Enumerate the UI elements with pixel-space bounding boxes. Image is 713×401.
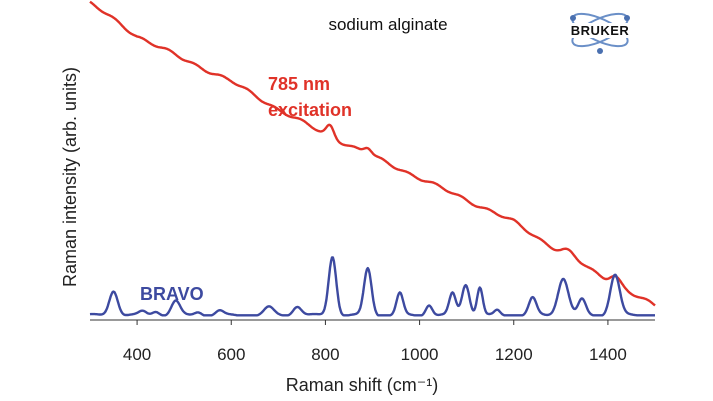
x-tick-label: 1000 — [401, 345, 439, 364]
x-tick-label: 1400 — [589, 345, 627, 364]
logo-dot — [624, 15, 630, 21]
logo-dot — [570, 15, 576, 21]
logo-dot — [597, 48, 603, 54]
chart-title: sodium alginate — [328, 15, 447, 34]
annotation-excitation: excitation — [268, 100, 352, 120]
series-layer — [89, 0, 656, 317]
series-line-blue-bravo — [89, 256, 656, 317]
bruker-logo: BRUKER — [556, 12, 644, 54]
logo-text: BRUKER — [571, 23, 630, 38]
x-tick-label: 800 — [311, 345, 339, 364]
annotation-785nm: 785 nm — [268, 74, 330, 94]
x-tick-label: 600 — [217, 345, 245, 364]
x-ticks: 400 600 800 1000 1200 1400 — [123, 320, 627, 364]
logo-text-backdrop — [556, 23, 644, 38]
x-tick-label: 400 — [123, 345, 151, 364]
y-axis-label: Raman intensity (arb. units) — [60, 67, 80, 287]
series-line-red-785nm — [89, 0, 656, 307]
axes-layer: 400 600 800 1000 1200 1400 — [90, 319, 655, 364]
annotation-bravo: BRAVO — [140, 284, 204, 304]
x-tick-label: 1200 — [495, 345, 533, 364]
x-axis-label: Raman shift (cm⁻¹) — [286, 375, 439, 395]
